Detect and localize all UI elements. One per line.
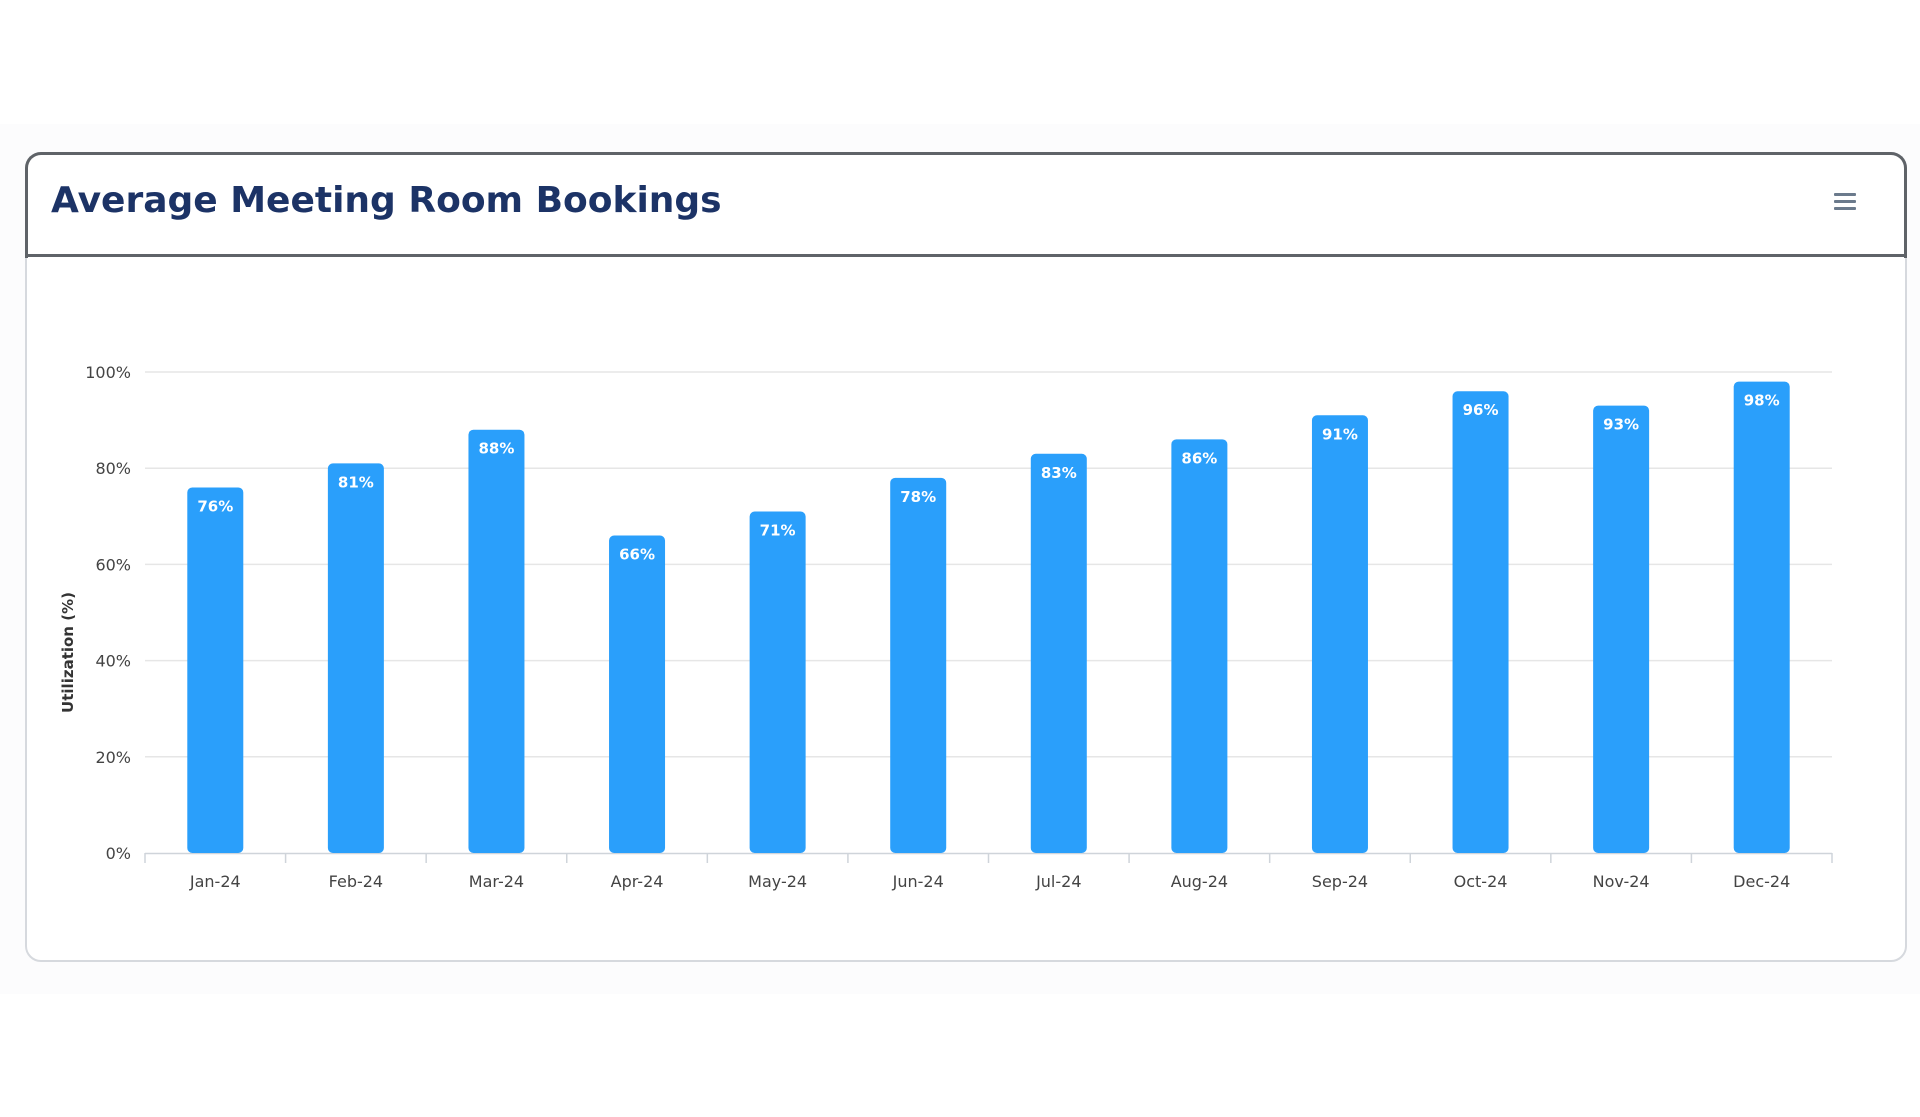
- menu-line: [1834, 200, 1856, 203]
- y-tick-label: 40%: [95, 652, 131, 671]
- bar: [609, 535, 666, 853]
- x-tick-label: May-24: [748, 872, 807, 891]
- bar: [1593, 405, 1650, 853]
- data-labels: 76% 81% 88% 66% 71% 78% 83% 86% 91% 96% 93% 98%: [197, 392, 1779, 564]
- data-label: 83%: [1041, 464, 1077, 482]
- bar: [1311, 415, 1368, 853]
- y-tick-label: 0%: [106, 844, 131, 863]
- hamburger-menu-icon[interactable]: [1830, 186, 1860, 216]
- bar: [1171, 439, 1228, 853]
- bar: [1452, 391, 1509, 853]
- bar: [1030, 453, 1087, 853]
- bar-chart: 0% 20% 40% 60% 80% 100% 76% 81% 88% 66% 71% 78% 83%…: [59, 363, 1833, 891]
- x-tick-label: Jan-24: [189, 872, 241, 891]
- data-label: 96%: [1463, 401, 1499, 419]
- data-label: 93%: [1603, 416, 1639, 434]
- bar: [187, 487, 244, 853]
- x-tick-label: Jun-24: [892, 872, 944, 891]
- x-tick-label: Dec-24: [1733, 872, 1790, 891]
- x-tick-label: Feb-24: [329, 872, 383, 891]
- y-axis-ticks: 0% 20% 40% 60% 80% 100%: [85, 363, 131, 863]
- x-tick-label: Aug-24: [1171, 872, 1228, 891]
- grid-lines: [145, 371, 1832, 758]
- chart-title: Average Meeting Room Bookings: [51, 180, 722, 221]
- x-tick-label: Oct-24: [1454, 872, 1508, 891]
- data-label: 76%: [197, 497, 233, 515]
- bar: [1733, 381, 1790, 853]
- data-label: 81%: [338, 473, 374, 491]
- data-label: 88%: [479, 440, 515, 458]
- data-label: 71%: [760, 521, 796, 539]
- x-tick-label: Jul-24: [1035, 872, 1081, 891]
- y-axis-title: Utilization (%): [59, 592, 77, 713]
- y-tick-label: 100%: [85, 363, 131, 382]
- x-axis-labels: Jan-24 Feb-24 Mar-24 Apr-24 May-24 Jun-24 Jul-…: [189, 872, 1790, 891]
- card-header: Average Meeting Room Bookings: [27, 154, 1905, 257]
- bar: [327, 463, 384, 853]
- bars: [187, 381, 1790, 853]
- x-tick-label: Apr-24: [611, 872, 664, 891]
- bar: [749, 511, 806, 853]
- data-label: 66%: [619, 546, 655, 564]
- bar: [468, 429, 525, 853]
- x-axis: [144, 852, 1833, 863]
- menu-line: [1834, 193, 1856, 196]
- x-tick-label: Nov-24: [1593, 872, 1650, 891]
- bar: [890, 477, 947, 853]
- menu-line: [1834, 207, 1856, 210]
- x-tick-label: Mar-24: [469, 872, 524, 891]
- data-label: 78%: [900, 488, 936, 506]
- y-tick-label: 20%: [95, 748, 131, 767]
- data-label: 98%: [1744, 392, 1780, 410]
- x-tick-label: Sep-24: [1312, 872, 1368, 891]
- y-tick-label: 80%: [95, 459, 131, 478]
- data-label: 91%: [1322, 425, 1358, 443]
- y-tick-label: 60%: [95, 555, 131, 574]
- data-label: 86%: [1181, 449, 1217, 467]
